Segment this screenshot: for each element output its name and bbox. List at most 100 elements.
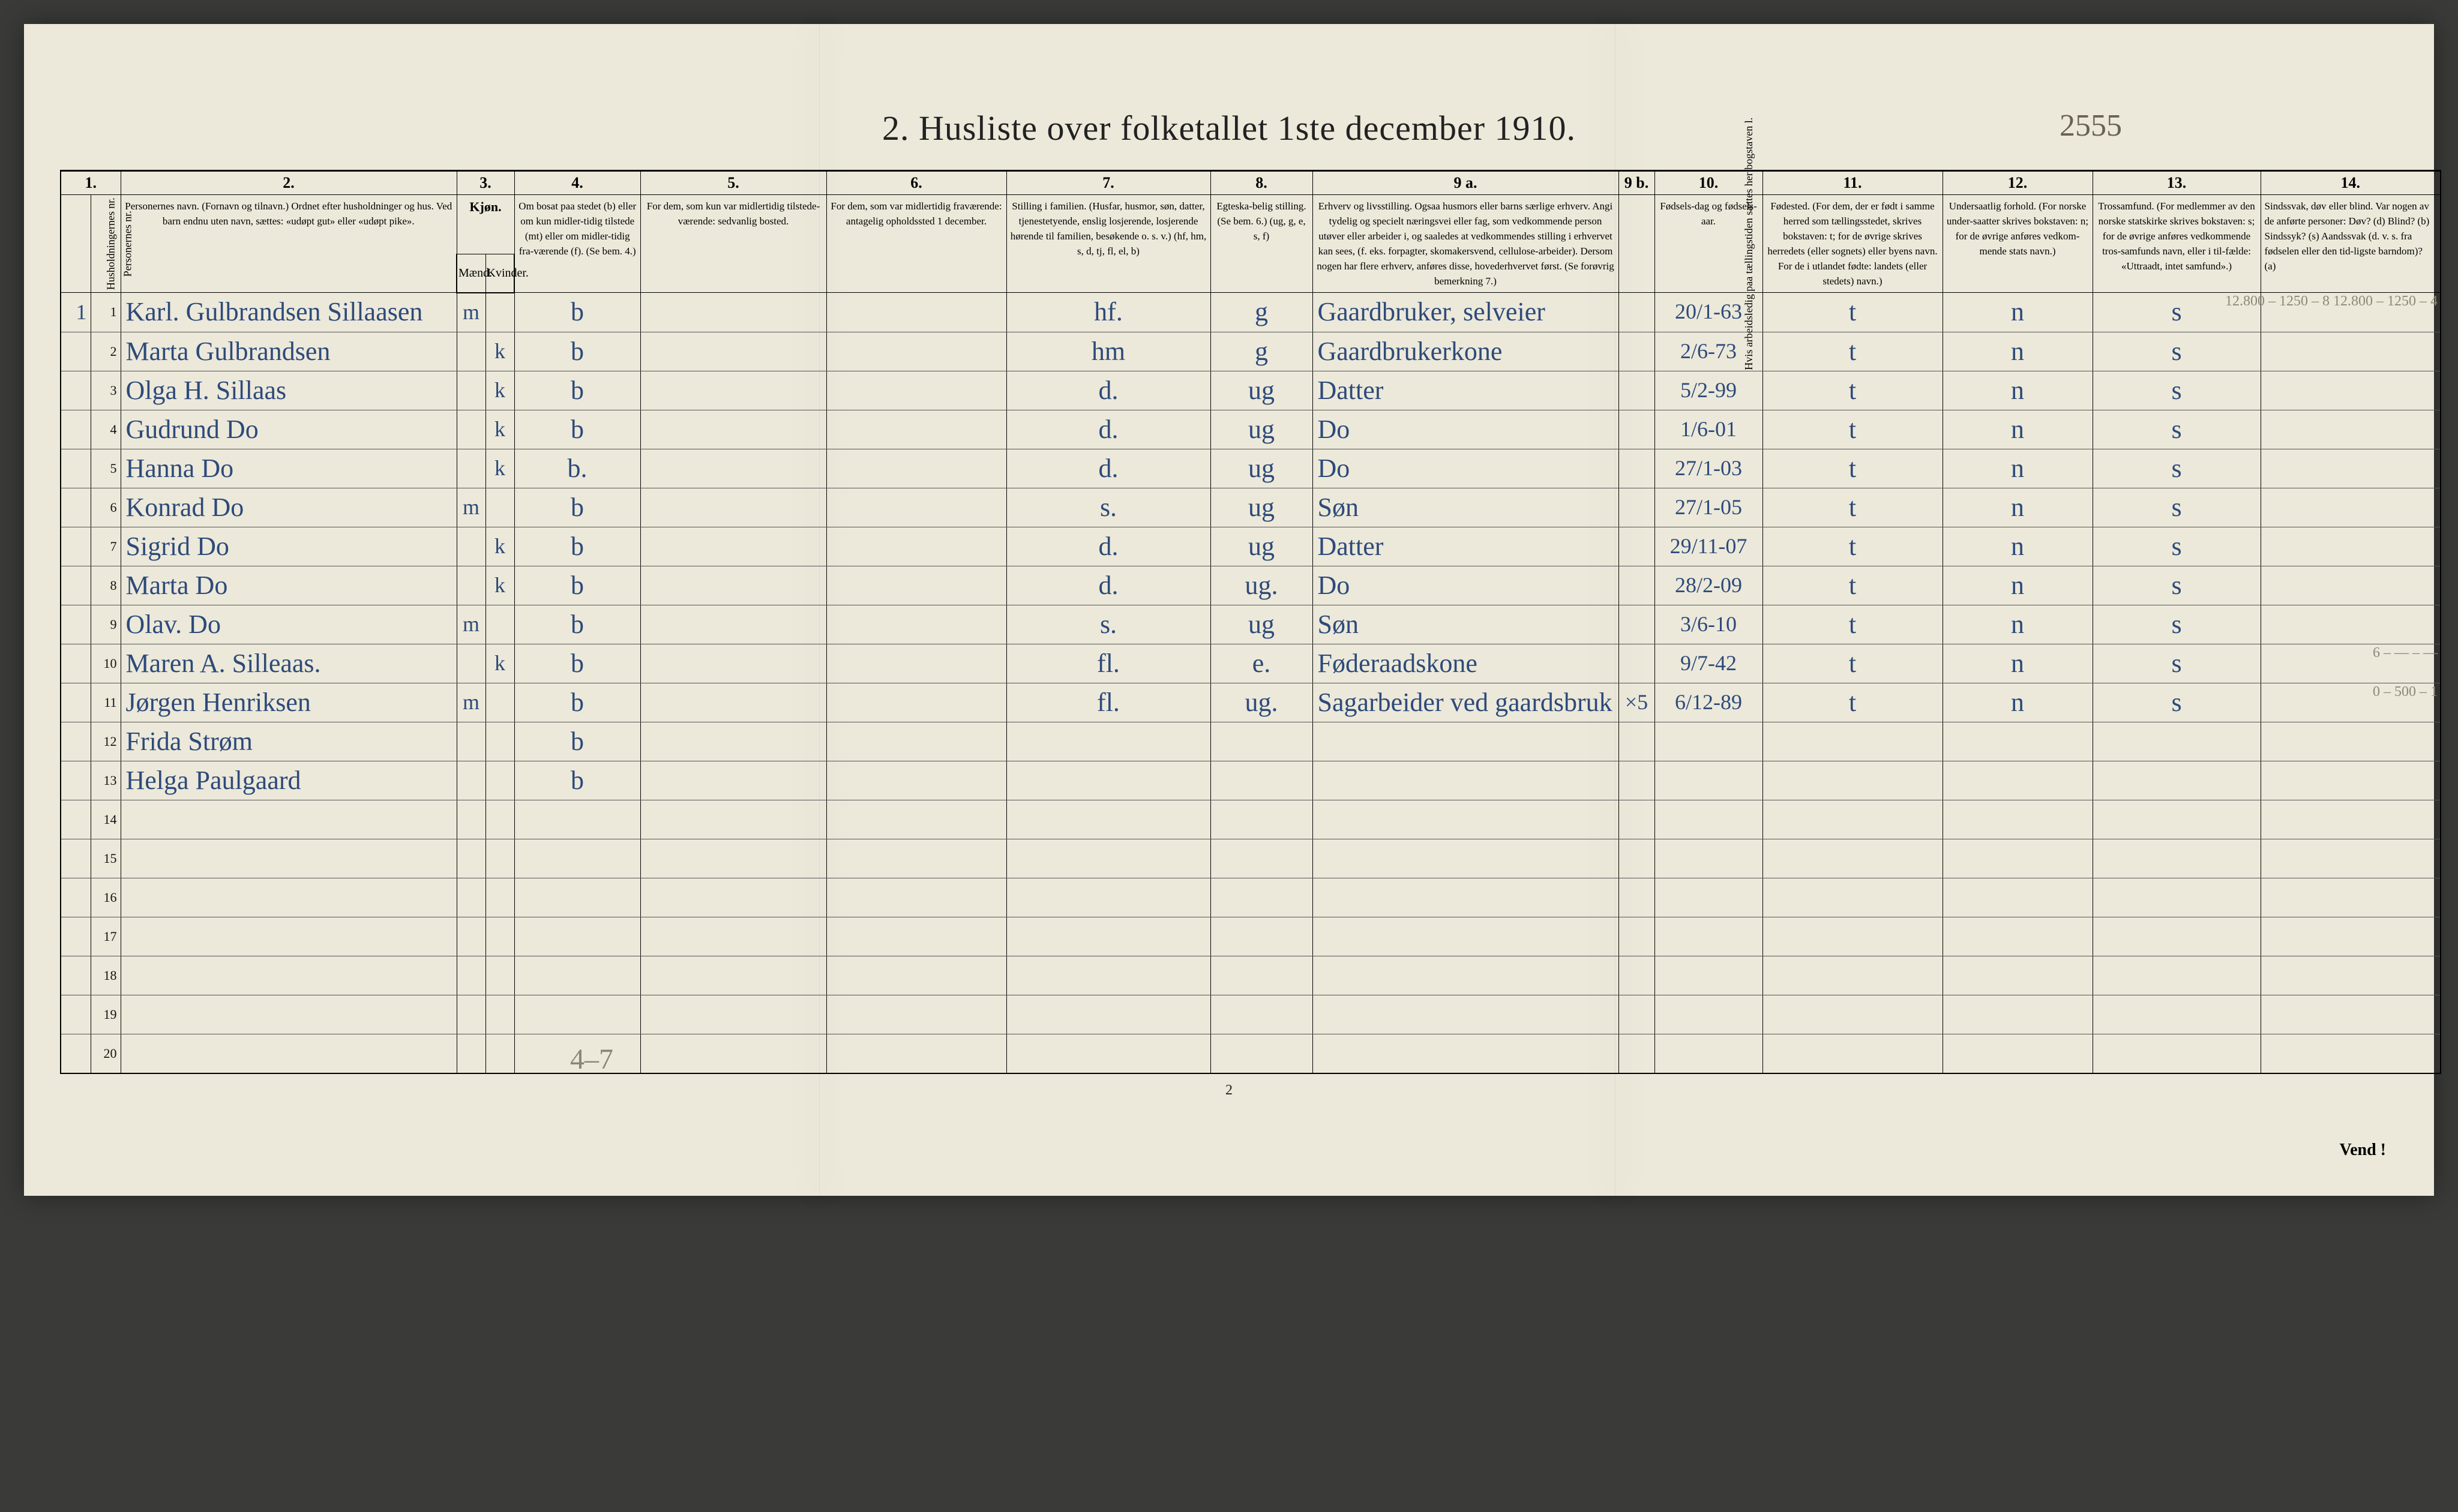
- cell: [640, 995, 826, 1034]
- cell: [485, 839, 514, 878]
- head-female: Kvinder.: [485, 254, 514, 293]
- cell: b: [514, 566, 640, 605]
- cell: s: [2093, 527, 2261, 566]
- cell: [61, 683, 91, 722]
- cell: b: [514, 293, 640, 332]
- cell: b: [514, 488, 640, 527]
- cell: [2093, 800, 2261, 839]
- cell: 12.800 – 1250 – 8 12.800 – 1250 – 4: [2261, 293, 2441, 332]
- cell: k: [485, 410, 514, 449]
- cell: [1618, 488, 1654, 527]
- cell: m: [457, 683, 485, 722]
- cell: [2093, 878, 2261, 917]
- cell: [457, 644, 485, 683]
- cell: [1943, 917, 2093, 956]
- cell: [2261, 722, 2441, 761]
- cell: [61, 371, 91, 410]
- cell: ×5: [1618, 683, 1654, 722]
- cell: [1654, 878, 1762, 917]
- cell: Gaardbrukerkone: [1312, 332, 1618, 371]
- cell: [61, 839, 91, 878]
- cell: [61, 527, 91, 566]
- cell: s: [2093, 449, 2261, 488]
- cell: [1943, 995, 2093, 1034]
- cell: [826, 995, 1006, 1034]
- cell: Datter: [1312, 527, 1618, 566]
- cell: Do: [1312, 566, 1618, 605]
- cell: t: [1762, 644, 1943, 683]
- cell: [1654, 995, 1762, 1034]
- cell: 29/11-07: [1654, 527, 1762, 566]
- cell: [2261, 488, 2441, 527]
- table-row: 9Olav. Dombs.ugSøn3/6-10tns: [61, 605, 2441, 644]
- colnum-6: 6.: [826, 171, 1006, 195]
- cell: [2261, 839, 2441, 878]
- cell: hm: [1006, 332, 1210, 371]
- colnum-11: 11.: [1762, 171, 1943, 195]
- cell: [640, 878, 826, 917]
- cell: b: [514, 410, 640, 449]
- cell: [121, 800, 457, 839]
- cell: 3: [91, 371, 121, 410]
- cell: [2093, 722, 2261, 761]
- cell: [457, 449, 485, 488]
- cell: 6 – — – —: [2261, 644, 2441, 683]
- cell: [826, 722, 1006, 761]
- head-usual-res: For dem, som kun var midlertidig tilsted…: [640, 195, 826, 293]
- cell: [1312, 1034, 1618, 1073]
- cell: 1: [91, 293, 121, 332]
- cell: 2/6-73: [1654, 332, 1762, 371]
- cell: [1943, 800, 2093, 839]
- head-absent-loc: For dem, som var midlertidig fraværende:…: [826, 195, 1006, 293]
- cell: [485, 761, 514, 800]
- cell: [514, 878, 640, 917]
- cell: [826, 839, 1006, 878]
- cell: [2093, 839, 2261, 878]
- cell: 20: [91, 1034, 121, 1073]
- head-birthplace: Fødested. (For dem, der er født i samme …: [1762, 195, 1943, 293]
- pencil-tally: 4–7: [570, 1043, 613, 1076]
- cell: e.: [1210, 644, 1312, 683]
- cell: [2261, 605, 2441, 644]
- cell: [826, 566, 1006, 605]
- cell: [1210, 722, 1312, 761]
- cell: Frida Strøm: [121, 722, 457, 761]
- table-row: 19: [61, 995, 2441, 1034]
- head-name: Personernes navn. (Fornavn og tilnavn.) …: [121, 195, 457, 293]
- table-row: 11Karl. Gulbrandsen Sillaasenmbhf.gGaard…: [61, 293, 2441, 332]
- cell: ug.: [1210, 566, 1312, 605]
- printed-page-number: 2: [60, 1082, 2398, 1099]
- cell: Sigrid Do: [121, 527, 457, 566]
- cell: [485, 917, 514, 956]
- cell: 9/7-42: [1654, 644, 1762, 683]
- cell: Hanna Do: [121, 449, 457, 488]
- table-head: 1. 2. 3. 4. 5. 6. 7. 8. 9 a. 9 b. 10. 11…: [61, 171, 2441, 293]
- cell: n: [1943, 605, 2093, 644]
- cell: b: [514, 644, 640, 683]
- cell: [1210, 761, 1312, 800]
- cell: [826, 488, 1006, 527]
- cell: [640, 371, 826, 410]
- cell: 27/1-03: [1654, 449, 1762, 488]
- cell: Føderaadskone: [1312, 644, 1618, 683]
- cell: [1762, 1034, 1943, 1073]
- cell: k: [485, 527, 514, 566]
- cell: [1312, 956, 1618, 995]
- cell: 17: [91, 917, 121, 956]
- cell: 1: [61, 293, 91, 332]
- table-row: 17: [61, 917, 2441, 956]
- cell: Do: [1312, 410, 1618, 449]
- cell: s: [2093, 605, 2261, 644]
- cell: k: [485, 566, 514, 605]
- cell: [2261, 332, 2441, 371]
- cell: n: [1943, 332, 2093, 371]
- cell: [640, 722, 826, 761]
- cell: [1006, 878, 1210, 917]
- head-marital: Egteska-belig stilling. (Se bem. 6.) (ug…: [1210, 195, 1312, 293]
- cell: [1618, 644, 1654, 683]
- cell: Jørgen Henriksen: [121, 683, 457, 722]
- cell: [514, 917, 640, 956]
- cell: [640, 566, 826, 605]
- cell: [1762, 917, 1943, 956]
- cell: [1006, 917, 1210, 956]
